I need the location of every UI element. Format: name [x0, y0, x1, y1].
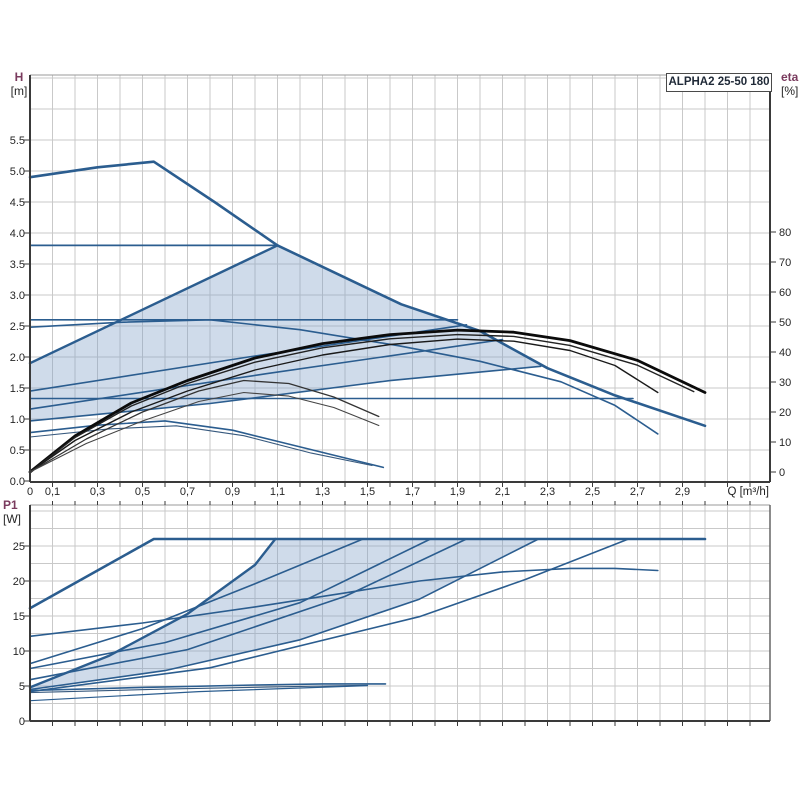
- autoadapt-operating-area: [30, 245, 541, 421]
- p-tick-label: 10: [13, 646, 25, 658]
- eta-tick-label: 30: [779, 377, 791, 389]
- x-tick-label: 0,7: [180, 486, 195, 498]
- power-axis-label: P1 [W]: [3, 498, 21, 526]
- p1-bottom: [29, 685, 369, 702]
- p1-auto-top: [28, 537, 277, 689]
- eta-tick-label: 10: [779, 437, 791, 449]
- eta-speed-3: [28, 328, 707, 474]
- eta-mid-b: [29, 391, 380, 473]
- x-tick-label: 0,9: [225, 486, 240, 498]
- p-tick-label: 20: [13, 576, 25, 588]
- prop-pressure-1: [29, 338, 504, 410]
- x-tick-label: 2,5: [585, 486, 600, 498]
- eta-tick-label: 50: [779, 317, 791, 329]
- head-axis-quantity: H: [14, 70, 24, 84]
- x-tick-label: 1,5: [360, 486, 375, 498]
- eta-tick-label: 70: [779, 257, 791, 269]
- eta-tick-label: 60: [779, 287, 791, 299]
- x-tick-label: 2,3: [540, 486, 555, 498]
- speed-2-curve: [29, 319, 659, 435]
- p1-speed-1b: [29, 684, 369, 694]
- p1-auto-min: [29, 538, 540, 691]
- p-tick-label: 0: [19, 716, 25, 728]
- head-axis-unit: [m]: [10, 84, 28, 98]
- p1-const-pressure-3: [29, 538, 364, 665]
- h-tick-label: 1.5: [10, 383, 25, 395]
- h-tick-label: 5.0: [10, 166, 25, 178]
- x-tick-label: 0: [27, 486, 33, 498]
- p-tick-label: 5: [19, 681, 25, 693]
- eta-axis-label: eta [%]: [781, 70, 798, 98]
- p-tick-label: 15: [13, 611, 25, 623]
- eta-tick-label: 0: [779, 467, 785, 479]
- eta-axis-quantity: eta: [781, 70, 799, 84]
- x-tick-label: 1,9: [450, 486, 465, 498]
- x-tick-label: 1,1: [270, 486, 285, 498]
- autoadapt-power-area: [30, 539, 539, 690]
- p1-speed-1: [29, 683, 387, 692]
- h-tick-label: 1.0: [10, 414, 25, 426]
- x-tick-label: 0,3: [90, 486, 105, 498]
- eta-mid-a: [29, 379, 380, 473]
- h-tick-label: 3.5: [10, 259, 25, 271]
- p1-prop-pressure-2: [29, 538, 468, 681]
- x-tick-label: 2,1: [495, 486, 510, 498]
- prop-pressure-3: [28, 244, 279, 365]
- h-tick-label: 4.0: [10, 228, 25, 240]
- p-tick-label: 25: [13, 541, 25, 553]
- x-tick-label: 0,5: [135, 486, 150, 498]
- h-tick-label: 4.5: [10, 197, 25, 209]
- eta-tick-label: 20: [779, 407, 791, 419]
- head-axis-label: H [m]: [4, 70, 34, 98]
- speed-3-max-curve: [28, 160, 707, 428]
- h-tick-label: 3.0: [10, 290, 25, 302]
- x-tick-label: 1,3: [315, 486, 330, 498]
- x-tick-label: 0,1: [45, 486, 60, 498]
- h-tick-label: 2.5: [10, 321, 25, 333]
- h-tick-label: 0.5: [10, 445, 25, 457]
- h-tick-label: 0.0: [10, 476, 25, 488]
- x-tick-label: 2,9: [675, 486, 690, 498]
- pump-model-badge: ALPHA2 25-50 180: [666, 73, 772, 92]
- p1-const-pressure-2: [29, 538, 432, 670]
- eta-speed-3b: [29, 333, 695, 473]
- power-axis-quantity: P1: [3, 498, 18, 512]
- eta-speed-2: [29, 338, 659, 473]
- eta-axis-unit: [%]: [781, 84, 799, 98]
- q-axis-unit-label: Q [m³/h]: [727, 486, 769, 498]
- power-axis-unit: [W]: [3, 512, 21, 526]
- h-tick-label: 2.0: [10, 352, 25, 364]
- eta-tick-label: 80: [779, 227, 791, 239]
- h-tick-label: 5.5: [10, 135, 25, 147]
- eta-tick-label: 40: [779, 347, 791, 359]
- x-tick-label: 1,7: [405, 486, 420, 498]
- x-tick-label: 2,7: [630, 486, 645, 498]
- p1-prop-pressure-1: [29, 538, 630, 693]
- speed-1-curve: [29, 420, 385, 469]
